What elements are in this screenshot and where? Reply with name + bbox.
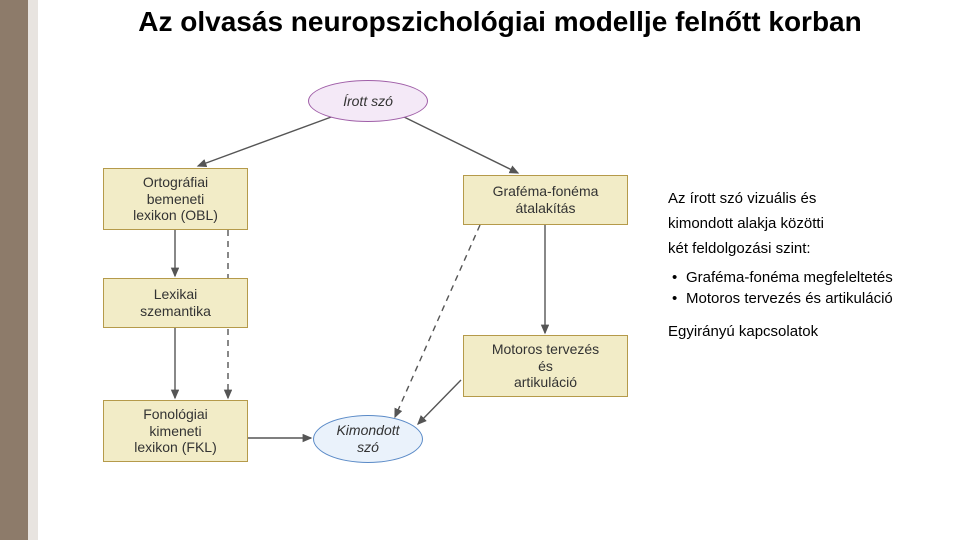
node-motoros: Motoros tervezésésartikuláció [463,335,628,397]
node-obl: Ortográfiaibemenetilexikon (OBL) [103,168,248,230]
side-intro-line: két feldolgozási szint: [668,240,960,259]
node-fkl: Fonológiaikimenetilexikon (FKL) [103,400,248,462]
slide-title: Az olvasás neuropszichológiai modellje f… [60,6,940,38]
side-bullet-list: Graféma-fonéma megfeleltetés Motoros ter… [668,268,960,309]
flowchart-diagram: Írott szó Ortográfiaibemenetilexikon (OBL… [48,80,658,495]
node-lexsem: Lexikaiszemantika [103,278,248,328]
node-kimondott: Kimondottszó [313,415,423,463]
slide-accent-stripe [0,0,28,540]
side-text-block: Az írott szó vizuális és kimondott alakj… [668,190,960,348]
edge-irott-obl [198,116,334,166]
side-bullet: Motoros tervezés és artikuláció [668,289,960,309]
side-intro-line: Az írott szó vizuális és [668,190,960,209]
side-intro-line: kimondott alakja közötti [668,215,960,234]
side-footer-line: Egyirányú kapcsolatok [668,323,960,342]
slide-accent-stripe-light [28,0,38,540]
edge-irott-gf [402,116,518,173]
node-gf: Graféma-fonémaátalakítás [463,175,628,225]
edge-motoros-kimondott [418,380,461,424]
side-bullet: Graféma-fonéma megfeleltetés [668,268,960,288]
node-irott: Írott szó [308,80,428,122]
